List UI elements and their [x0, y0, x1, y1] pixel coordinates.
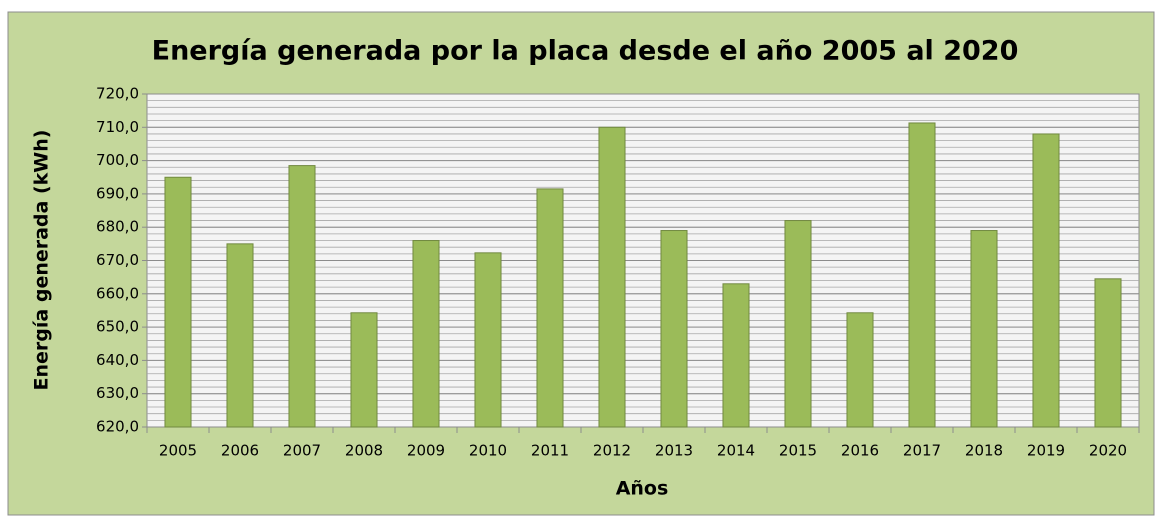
x-tick-label: 2010 — [469, 442, 507, 460]
y-tick-label: 680,0 — [96, 218, 139, 236]
bar — [1094, 278, 1122, 428]
x-tick-label: 2016 — [841, 442, 879, 460]
bar — [226, 243, 254, 428]
y-tick-label: 640,0 — [96, 351, 139, 369]
bar — [970, 230, 998, 428]
chart-title: Energía generada por la placa desde el a… — [152, 36, 1019, 67]
x-tick-label: 2017 — [903, 442, 941, 460]
bar — [846, 312, 874, 428]
x-tick-label: 2009 — [407, 442, 445, 460]
x-tick-label: 2015 — [779, 442, 817, 460]
y-axis-label: Energía generada (kWh) — [31, 130, 53, 391]
bar — [536, 188, 564, 428]
bar — [350, 312, 378, 428]
bar — [908, 122, 936, 428]
x-tick-label: 2018 — [965, 442, 1003, 460]
y-tick-label: 630,0 — [96, 384, 139, 402]
x-tick-label: 2013 — [655, 442, 693, 460]
bar — [288, 165, 316, 428]
bar — [722, 283, 750, 428]
y-tick-label: 720,0 — [96, 85, 139, 103]
y-tick-label: 620,0 — [96, 418, 139, 436]
x-axis-label: Años — [616, 478, 669, 500]
x-tick-label: 2007 — [283, 442, 321, 460]
x-tick-label: 2008 — [345, 442, 383, 460]
bar — [474, 252, 502, 428]
y-tick-label: 710,0 — [96, 118, 139, 136]
x-tick-label: 2006 — [221, 442, 259, 460]
x-tick-label: 2012 — [593, 442, 631, 460]
bar — [784, 220, 812, 428]
x-tick-label: 2020 — [1089, 442, 1127, 460]
x-tick-label: 2014 — [717, 442, 755, 460]
bar — [1032, 133, 1060, 428]
bar — [598, 126, 626, 428]
bar — [164, 176, 192, 428]
x-tick-label: 2011 — [531, 442, 569, 460]
bar — [660, 230, 688, 428]
x-tick-label: 2019 — [1027, 442, 1065, 460]
y-tick-label: 660,0 — [96, 284, 139, 302]
bar — [412, 240, 440, 428]
y-tick-label: 690,0 — [96, 184, 139, 202]
y-tick-label: 650,0 — [96, 318, 139, 336]
y-tick-label: 670,0 — [96, 251, 139, 269]
x-tick-label: 2005 — [159, 442, 197, 460]
y-tick-label: 700,0 — [96, 151, 139, 169]
